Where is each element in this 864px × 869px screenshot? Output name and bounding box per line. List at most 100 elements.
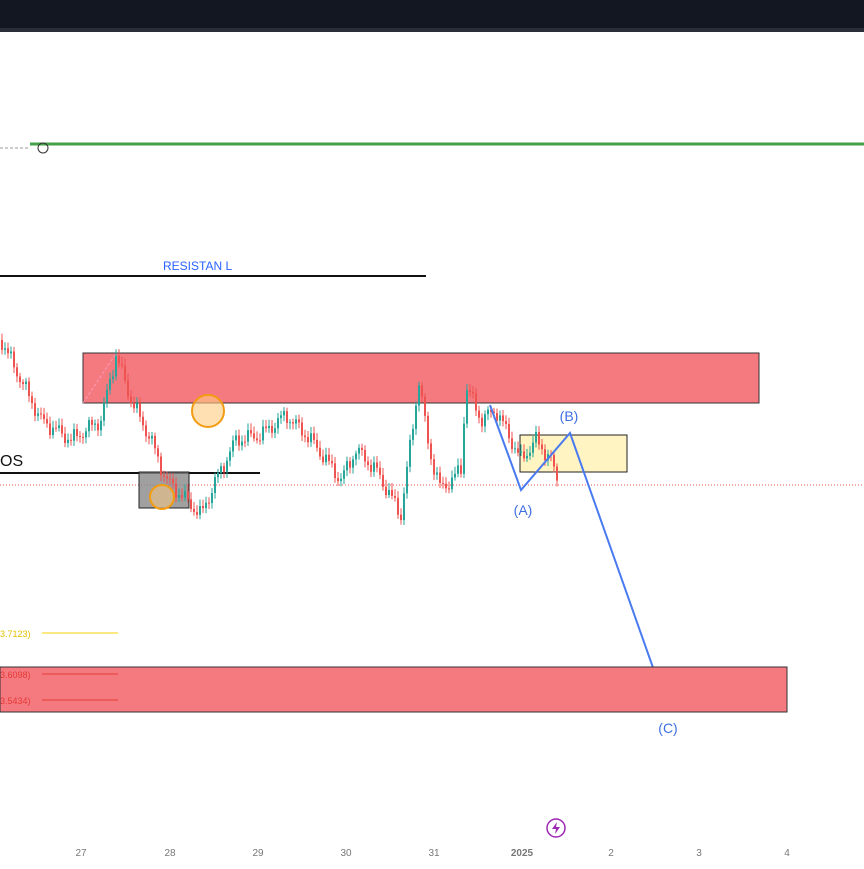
candle-body <box>385 486 387 496</box>
candle-body <box>43 414 45 420</box>
candle-body <box>337 478 339 482</box>
candle-body <box>136 403 138 409</box>
candle-body <box>85 431 87 438</box>
candle-body <box>208 502 210 504</box>
candle-body <box>187 491 189 500</box>
candle-body <box>115 356 117 377</box>
candle-body <box>52 427 54 435</box>
candle-body <box>46 419 48 424</box>
candle-body <box>202 505 204 509</box>
candle-body <box>304 435 306 438</box>
candle-body <box>475 393 477 411</box>
resistance-label: RESISTAN L <box>163 259 232 273</box>
candle-body <box>322 456 324 463</box>
candle-body <box>190 499 192 509</box>
candle-body <box>7 348 9 354</box>
time-label: 4 <box>784 848 790 859</box>
candle-body <box>499 415 501 421</box>
candle-body <box>502 415 504 422</box>
candle-body <box>454 473 456 478</box>
hide-icon[interactable] <box>37 142 49 154</box>
candle-body <box>154 435 156 449</box>
candle-body <box>109 379 111 390</box>
candle-body <box>211 493 213 504</box>
candle-body <box>424 396 426 416</box>
wave-path <box>489 404 669 711</box>
candle-body <box>256 438 258 441</box>
candle-body <box>160 456 162 476</box>
candle-body <box>343 470 345 479</box>
candle-body <box>409 439 411 467</box>
candle-body <box>295 419 297 424</box>
candle-body <box>532 442 534 453</box>
candle-body <box>376 462 378 468</box>
candle-body <box>199 505 201 515</box>
event-icon[interactable] <box>546 818 566 838</box>
candle-body <box>76 429 78 436</box>
candle-body <box>4 348 6 350</box>
candle-body <box>214 477 216 494</box>
candle-body <box>448 488 450 490</box>
candle-body <box>73 429 75 441</box>
candle-body <box>247 430 249 442</box>
candle-body <box>223 466 225 472</box>
candle-body <box>313 433 315 440</box>
candle-body <box>355 453 357 460</box>
candle-body <box>10 351 12 354</box>
candle-body <box>478 410 480 418</box>
time-label: 31 <box>428 848 440 859</box>
top-bar <box>0 0 864 30</box>
candle-body <box>13 351 15 368</box>
candle-body <box>484 414 486 427</box>
time-label: 30 <box>340 848 352 859</box>
time-label: 28 <box>164 848 176 859</box>
fib-label: 3.6098) <box>0 670 31 680</box>
candle-body <box>445 483 447 489</box>
candle-body <box>64 433 66 443</box>
candle-body <box>40 413 42 415</box>
candle-body <box>553 455 555 467</box>
candle-body <box>538 431 540 445</box>
candle-body <box>172 478 174 484</box>
candle-body <box>16 367 18 377</box>
wave-label: (B) <box>560 408 579 424</box>
candle-body <box>367 461 369 466</box>
candle-body <box>184 491 186 498</box>
candle-body <box>139 403 141 417</box>
candle-body <box>268 425 270 429</box>
candle-body <box>466 390 468 424</box>
candle-body <box>358 447 360 454</box>
target-zone <box>0 666 788 713</box>
candle-body <box>238 435 240 446</box>
candle-body <box>412 429 414 440</box>
candle-body <box>217 472 219 478</box>
candle-body <box>103 402 105 421</box>
candle-body <box>232 440 234 452</box>
candle-body <box>193 508 195 513</box>
fib-label: 3.7123) <box>0 629 31 639</box>
candle-body <box>292 422 294 424</box>
candle-body <box>133 403 135 409</box>
candle-body <box>508 423 510 439</box>
candle-body <box>274 428 276 433</box>
wave-label: (A) <box>514 502 533 518</box>
candle-body <box>556 466 558 481</box>
candle-body <box>400 514 402 521</box>
candle-body <box>22 382 24 384</box>
candle-body <box>259 440 261 442</box>
candle-body <box>457 465 459 474</box>
candle-body <box>19 376 21 383</box>
candle-body <box>529 452 531 456</box>
candle-body <box>316 439 318 448</box>
candle-body <box>91 420 93 425</box>
candle-body <box>487 409 489 415</box>
candle-body <box>325 454 327 463</box>
candle-body <box>517 448 519 453</box>
candle-body <box>142 416 144 426</box>
candle-body <box>28 381 30 397</box>
candle-body <box>253 433 255 439</box>
candle-body <box>79 435 81 438</box>
candle-body <box>106 389 108 403</box>
candle-body <box>118 356 120 364</box>
